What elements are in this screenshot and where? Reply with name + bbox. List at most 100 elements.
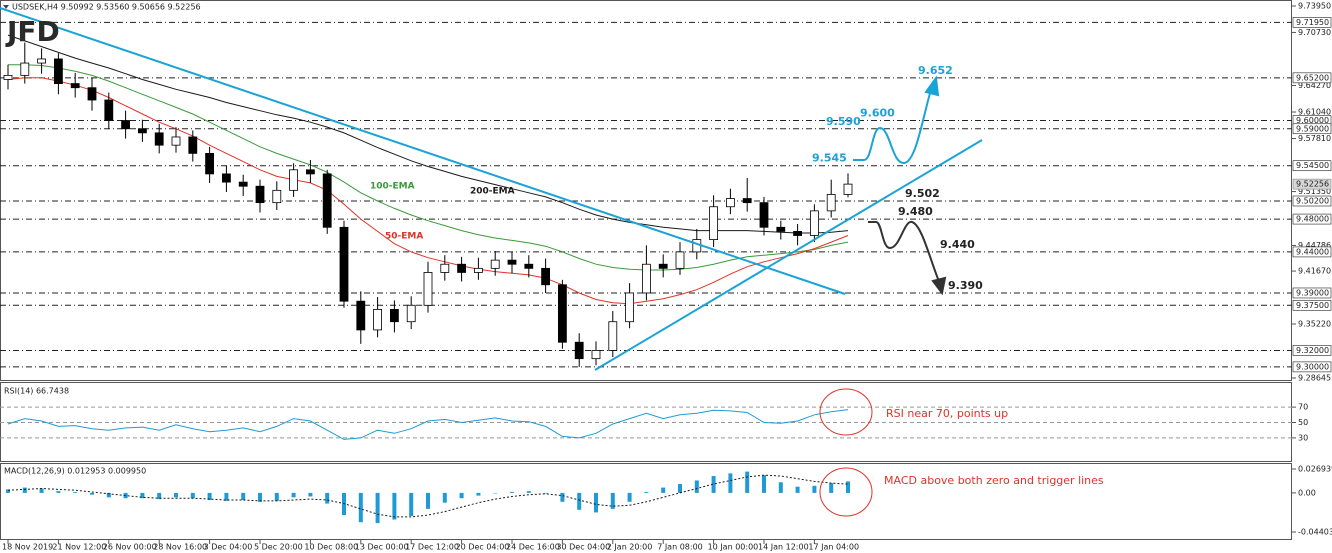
candle-body [87, 87, 97, 101]
candle-body [524, 263, 534, 269]
macd-bar [140, 492, 145, 499]
scenario-label: 9.590 [826, 115, 861, 128]
candle-body [221, 173, 231, 183]
ema-label: 200-EMA [470, 187, 515, 197]
last-price-box [1292, 178, 1332, 190]
macd-bar [308, 492, 313, 497]
uptrend-line [594, 139, 983, 371]
candle-body [356, 300, 366, 331]
macd-bar [560, 492, 565, 502]
last-price-label: 9.52256 [1296, 180, 1329, 189]
level-label: 9.65200 [1296, 73, 1329, 82]
candle-body [759, 202, 769, 228]
macd-bar [661, 487, 666, 493]
x-tick-label: 7 Jan 08:00 [657, 543, 703, 552]
x-tick-label: 10 Jan 00:00 [708, 543, 759, 552]
bear-scenario-arrow [868, 221, 941, 285]
scenario-label: 9.390 [948, 279, 983, 292]
arrow-head [924, 75, 940, 97]
macd-bar [442, 492, 447, 503]
y-tick-label: 9.73950 [1298, 1, 1331, 10]
macd-bar [728, 473, 733, 493]
macd-bar [73, 492, 78, 493]
macd-bar [39, 488, 44, 493]
candle-body [507, 259, 517, 265]
main-panel [0, 0, 1292, 381]
candle-body [457, 263, 467, 273]
macd-bar [476, 492, 481, 496]
macd-bar [56, 491, 61, 493]
candle-body [389, 308, 399, 323]
x-tick-label: 3 Dec 04:00 [204, 543, 253, 552]
level-label: 9.50200 [1296, 197, 1329, 206]
candle-body [406, 304, 416, 323]
macd-bar [493, 492, 498, 494]
ema-label: 100-EMA [370, 182, 415, 192]
scenario-label: 9.440 [940, 238, 975, 251]
macd-bar [678, 484, 682, 493]
candle-body [440, 263, 450, 273]
candle-body [709, 206, 718, 241]
candle-body [171, 136, 181, 146]
level-box [1292, 160, 1332, 172]
x-tick-label: 2 Jan 20:00 [607, 543, 653, 552]
macd-bar [627, 492, 632, 502]
level-box [1292, 17, 1332, 28]
candle-body [574, 341, 584, 360]
rsi-title: RSI(14) 66.7438 [4, 387, 69, 396]
level-box [1292, 72, 1332, 84]
menu-triangle [3, 5, 9, 9]
macd-bar [846, 481, 850, 493]
candle-body [608, 321, 618, 351]
x-tick-label: 21 Nov 12:00 [52, 543, 106, 552]
macd-bar [90, 492, 94, 495]
note: MACD above both zero and trigger lines [884, 474, 1104, 487]
macd-bar [291, 492, 296, 498]
candle-body [558, 284, 567, 343]
level-label: 9.71950 [1296, 18, 1329, 27]
y-tick-label: 9.51350 [1298, 187, 1331, 196]
macd-bar [829, 483, 834, 493]
macd-bar [694, 480, 699, 493]
drawings [0, 7, 983, 517]
candle-body [322, 173, 332, 228]
level-label: 9.37500 [1296, 301, 1329, 310]
ema-line [8, 64, 849, 271]
macd-bar [325, 492, 330, 504]
logo: JFD [5, 15, 60, 48]
x-tick-label: 20 Dec 04:00 [456, 543, 510, 552]
candle-body [3, 74, 13, 80]
candle-body [137, 128, 147, 134]
macd-bar [526, 491, 531, 493]
candle-body [37, 58, 46, 64]
macd-bar [409, 492, 414, 516]
level-box [1292, 287, 1332, 299]
macd-bar [6, 489, 10, 493]
level-box [1292, 195, 1332, 207]
scenario-label: 9.652 [918, 64, 953, 77]
candle-body [591, 350, 601, 360]
macd-bar [459, 492, 464, 499]
y-tick-label: 0.026939 [1298, 465, 1332, 474]
scenario-label: 9.600 [860, 107, 895, 120]
macd-bar [426, 492, 430, 509]
x-tick-label: 14 Jan 12:00 [758, 543, 809, 552]
x-tick-label: 17 Jan 04:00 [808, 543, 859, 552]
y-tick-label: -0.044039 [1298, 528, 1332, 537]
candle-body [154, 132, 164, 146]
ema-line [7, 34, 849, 234]
macd-bar [106, 492, 111, 498]
highlight-circle [819, 467, 873, 517]
x-tick-label: 5 Dec 20:00 [254, 543, 303, 552]
highlight-circle [819, 388, 873, 436]
y-tick-label: 0.00 [1298, 488, 1316, 497]
candle-body [104, 99, 114, 121]
candle-body [658, 263, 668, 269]
x-tick-label: 18 Nov 2019 [2, 543, 53, 552]
candle-body [742, 198, 752, 204]
y-tick-label: 9.35220 [1298, 320, 1331, 329]
candle-body [423, 272, 433, 306]
candle-body [238, 181, 248, 187]
bull-scenario-arrow [853, 85, 933, 164]
